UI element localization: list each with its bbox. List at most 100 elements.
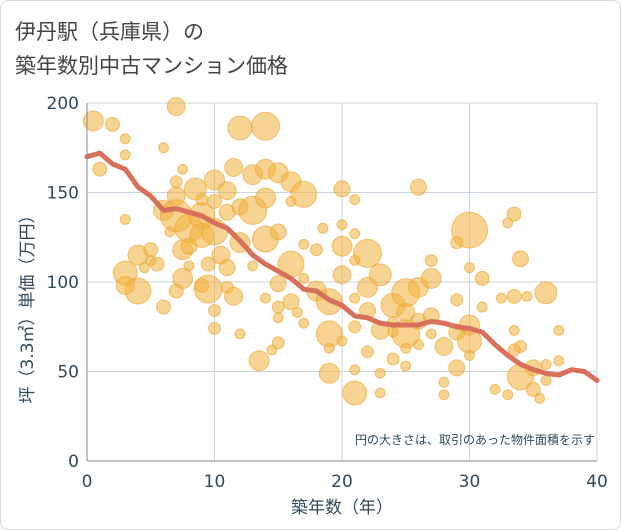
size-note: 円の大きさは、取引のあった物件面積を示す — [355, 432, 595, 447]
bubble — [553, 324, 565, 336]
bubble — [514, 339, 527, 353]
bubble — [502, 389, 514, 401]
bubble — [361, 345, 374, 359]
bubble — [255, 187, 276, 209]
x-tick-label: 30 — [459, 472, 481, 492]
bubble — [207, 193, 222, 209]
bubble — [298, 272, 310, 284]
bubble — [374, 387, 386, 399]
bubble — [298, 238, 310, 250]
bubble — [451, 211, 488, 249]
bubble — [260, 292, 271, 304]
bubble — [317, 222, 329, 234]
bubble — [298, 317, 310, 329]
bubble — [413, 339, 424, 351]
bubble — [158, 142, 169, 154]
x-tick-label: 0 — [82, 472, 93, 492]
bubble — [332, 265, 352, 285]
bubble — [217, 181, 237, 201]
bubble — [183, 260, 195, 272]
bubble — [349, 364, 361, 376]
bubble — [208, 322, 221, 336]
x-tick-label: 10 — [204, 472, 226, 492]
bubble — [368, 263, 392, 287]
bubble — [448, 359, 466, 377]
x-tick-label: 20 — [331, 472, 353, 492]
bubble — [166, 186, 186, 206]
bubble — [124, 277, 152, 305]
bubble — [425, 328, 437, 340]
trend-line-group — [84, 150, 600, 383]
bubble — [336, 335, 348, 347]
bubble — [450, 293, 464, 307]
bubble — [464, 349, 475, 361]
bubble — [166, 97, 186, 117]
bubble — [169, 175, 183, 189]
bubble — [349, 292, 361, 304]
bubble — [323, 342, 335, 354]
x-axis-label: 築年数（年） — [291, 498, 393, 518]
bubble — [290, 180, 318, 208]
bubble — [291, 306, 303, 318]
title-line-2: 築年数別中古マンション価格 — [15, 54, 288, 78]
y-tick-label: 50 — [57, 363, 79, 383]
bubble — [506, 206, 522, 222]
bubble — [234, 328, 246, 340]
y-tick-label: 200 — [47, 94, 79, 114]
bubble — [204, 169, 225, 191]
bubble — [271, 300, 285, 314]
bubble — [508, 324, 520, 336]
bubble — [420, 267, 442, 289]
bubble — [400, 342, 412, 354]
bubble — [374, 367, 386, 379]
bubble — [534, 392, 546, 404]
bubble — [512, 250, 529, 268]
bubble — [251, 111, 280, 141]
bubble — [386, 352, 400, 366]
bubble — [156, 299, 171, 315]
bubble — [119, 149, 131, 161]
bubble — [521, 290, 533, 302]
bubble — [318, 362, 340, 384]
bubble — [149, 256, 165, 272]
bubble — [92, 161, 108, 177]
bubble — [464, 262, 475, 274]
bubble — [272, 312, 284, 324]
bubble — [342, 380, 368, 406]
bubbles — [82, 97, 565, 406]
bubble — [353, 238, 382, 268]
axes: 0 50 100 150 200 0 10 20 30 40 — [47, 94, 608, 492]
bubble — [143, 242, 159, 258]
bubble — [349, 194, 361, 206]
bubble — [208, 304, 221, 318]
bubble — [349, 228, 361, 240]
bubble — [119, 213, 131, 225]
bubble — [333, 180, 351, 198]
bubble — [177, 163, 189, 175]
bubble — [424, 254, 438, 268]
bubble — [400, 360, 412, 372]
bubble — [105, 116, 120, 132]
bubble — [310, 243, 323, 257]
trend-line — [84, 150, 600, 383]
bubble — [200, 256, 216, 272]
bubble — [247, 260, 259, 272]
bubble — [282, 293, 300, 311]
bubble — [438, 376, 450, 388]
bubble — [224, 157, 244, 177]
bubble — [168, 283, 184, 299]
bubble — [410, 178, 427, 196]
chart-title: 伊丹駅（兵庫県）の 築年数別中古マンション価格 — [15, 15, 288, 83]
bubble — [495, 292, 507, 304]
bubble — [224, 286, 244, 306]
y-axis-label: 坪（3.3㎡）単価（万円） — [18, 206, 38, 403]
bubble — [506, 288, 522, 304]
bubble — [269, 275, 287, 293]
bubble — [434, 336, 454, 356]
bubble — [138, 262, 150, 274]
bubble — [348, 320, 362, 334]
bubble — [474, 270, 490, 286]
title-line-1: 伊丹駅（兵庫県）の — [15, 20, 204, 44]
